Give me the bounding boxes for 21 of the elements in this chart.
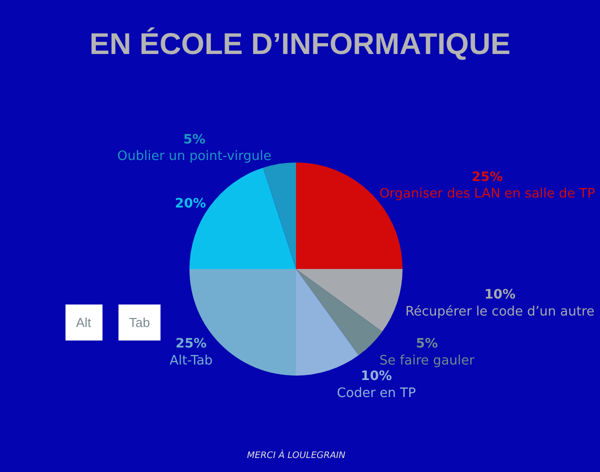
data-label: 10% xyxy=(360,368,392,384)
text: Alt xyxy=(76,315,92,330)
text: Tab xyxy=(129,315,150,330)
data-label: 25% xyxy=(176,336,207,352)
data-label: 25% xyxy=(472,170,503,185)
slice-label: Organiser des LAN en salle de TP xyxy=(379,186,596,202)
data-label: 10% xyxy=(484,288,516,303)
slice-label: Coder en TP xyxy=(336,386,416,401)
chart-title: EN ÉCOLE D’INFORMATIQUE xyxy=(89,27,511,62)
pie-slice xyxy=(296,269,359,376)
text: MERCI À LOULEGRAIN xyxy=(247,449,346,461)
pie-slice xyxy=(296,269,403,332)
slice-label: Récupérer le code d’un autre xyxy=(405,304,595,320)
data-label: 20% xyxy=(174,196,206,212)
slice-label: Se faire gauler xyxy=(379,353,476,368)
slice-label: Oublier un point-virgule xyxy=(117,149,272,164)
data-label: 5% xyxy=(183,132,206,148)
data-label: 5% xyxy=(416,336,438,352)
slice-label: Alt-Tab xyxy=(170,353,213,368)
pie-slice xyxy=(263,162,296,270)
pie-slice xyxy=(296,269,382,356)
